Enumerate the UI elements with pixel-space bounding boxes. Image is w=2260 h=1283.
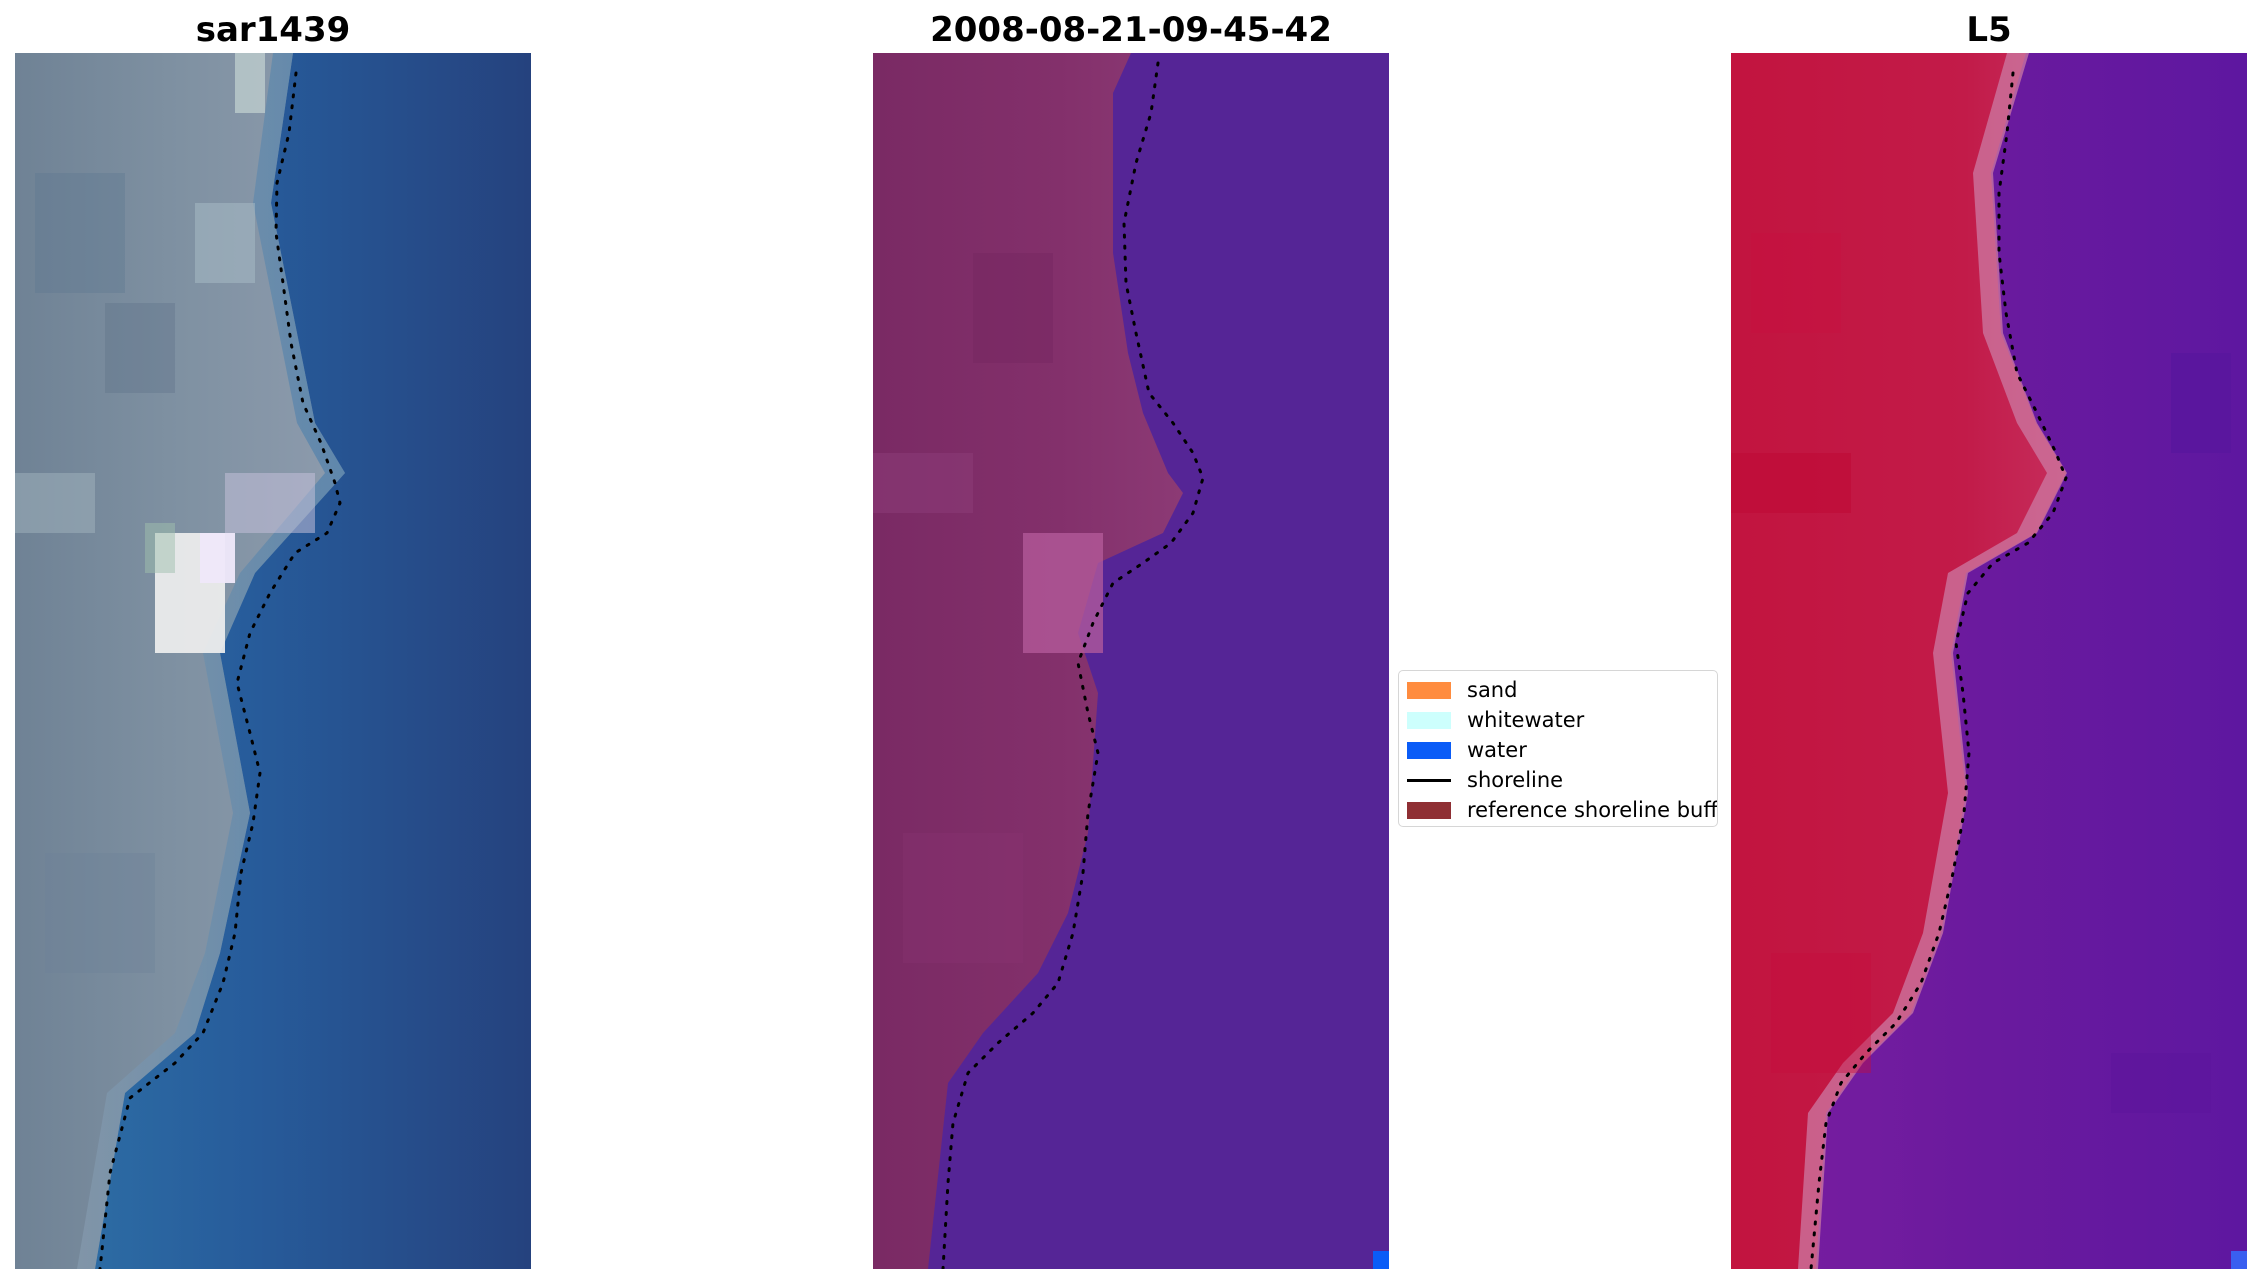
legend-item-whitewater: whitewater [1407,706,1584,734]
legend-label-whitewater: whitewater [1467,708,1585,732]
panel-title-mndwi: L5 [1966,10,2012,50]
water-swatch [1407,741,1451,759]
legend-label-reference-buffer: reference shoreline buffer [1467,798,1718,822]
legend-item-water: water [1407,736,1527,764]
legend-item-reference-buffer: reference shoreline buffer [1407,796,1718,824]
sand-swatch [1407,681,1451,699]
legend-item-shoreline: shoreline [1407,766,1563,794]
whitewater-swatch [1407,711,1451,729]
mndwi-image [1731,53,2247,1269]
panel-title-rgb: sar1439 [195,10,351,50]
legend-item-sand: sand [1407,676,1517,704]
panel-title-classified: 2008-08-21-09-45-42 [930,10,1332,50]
rgb-image-panel [15,53,531,1269]
classified-image [873,53,1389,1269]
reference-buffer-swatch [1407,801,1451,819]
legend: sand whitewater water shoreline referenc… [1398,670,1718,827]
legend-label-sand: sand [1467,678,1518,702]
classified-image-panel [873,53,1389,1269]
mndwi-image-panel [1731,53,2247,1269]
shoreline-line-swatch [1407,778,1451,782]
legend-label-water: water [1467,738,1527,762]
rgb-image [15,53,531,1269]
legend-label-shoreline: shoreline [1467,768,1564,792]
